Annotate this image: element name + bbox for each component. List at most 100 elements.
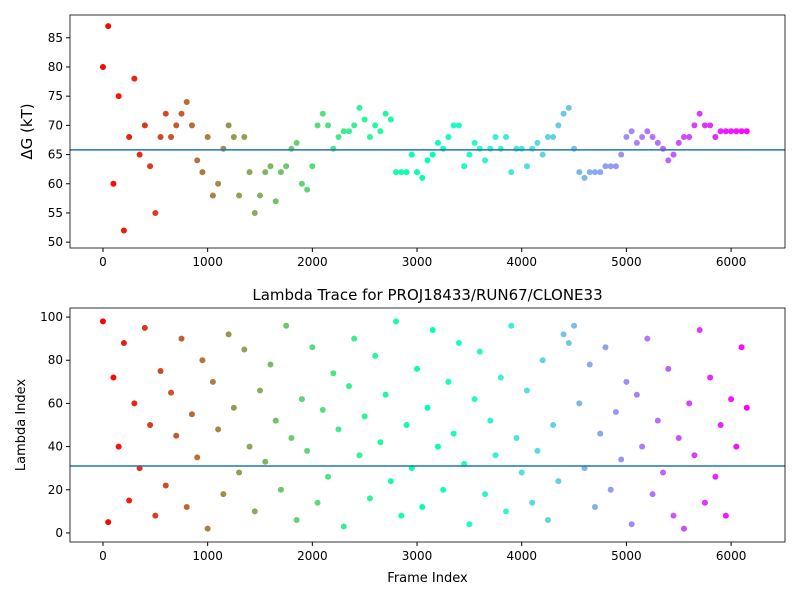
y-tick-label: 60	[48, 396, 63, 410]
axes-frame	[69, 307, 786, 543]
point	[612, 163, 619, 170]
point	[680, 134, 687, 141]
point	[733, 443, 740, 450]
point	[194, 157, 201, 164]
point	[450, 430, 457, 437]
point	[335, 426, 342, 433]
point	[105, 23, 112, 30]
point	[246, 169, 253, 176]
point	[654, 139, 661, 146]
y-tick-label: 100	[40, 310, 63, 324]
point	[602, 344, 609, 351]
point	[607, 163, 614, 170]
point	[267, 163, 274, 170]
point	[178, 110, 185, 117]
point	[267, 361, 274, 368]
point	[220, 491, 227, 498]
point	[110, 374, 117, 381]
point	[586, 169, 593, 176]
point	[455, 122, 462, 129]
point	[560, 110, 567, 117]
point	[194, 454, 201, 461]
point	[257, 387, 264, 394]
x-tick-label: 0	[99, 255, 107, 269]
point	[503, 134, 510, 141]
point	[544, 516, 551, 523]
point	[733, 128, 740, 135]
point	[283, 322, 290, 329]
point	[398, 512, 405, 519]
point	[288, 434, 295, 441]
point	[497, 145, 504, 152]
point	[330, 370, 337, 377]
point	[576, 169, 583, 176]
point	[440, 486, 447, 493]
axes-frame	[69, 14, 786, 249]
point	[523, 387, 530, 394]
point	[325, 473, 332, 480]
point	[126, 134, 133, 141]
x-tick-label: 2000	[297, 549, 328, 563]
point	[387, 116, 394, 123]
point	[471, 396, 478, 403]
point	[523, 163, 530, 170]
point	[366, 495, 373, 502]
point	[215, 426, 222, 433]
point	[288, 145, 295, 152]
x-tick-label: 3000	[402, 255, 433, 269]
point	[508, 169, 515, 176]
point	[99, 318, 106, 325]
point	[738, 128, 745, 135]
point	[618, 456, 625, 463]
x-tick-label: 2000	[297, 255, 328, 269]
point	[277, 169, 284, 176]
point	[241, 346, 248, 353]
point	[325, 122, 332, 129]
point	[722, 128, 729, 135]
point	[623, 378, 630, 385]
point	[162, 110, 169, 117]
point	[612, 409, 619, 416]
point	[183, 504, 190, 511]
point	[147, 422, 154, 428]
x-tick-label: 1000	[192, 549, 223, 563]
point	[628, 128, 635, 135]
point	[351, 335, 358, 342]
point	[382, 391, 389, 398]
point	[660, 145, 667, 152]
y-tick-label: 80	[48, 60, 63, 74]
point	[707, 374, 714, 381]
point	[257, 192, 264, 199]
point	[482, 157, 489, 164]
point	[361, 116, 368, 123]
point	[382, 110, 389, 117]
point	[126, 497, 133, 504]
x-tick-label: 3000	[402, 549, 433, 563]
point	[571, 322, 578, 329]
point	[534, 139, 541, 146]
point	[466, 521, 473, 528]
point	[691, 452, 698, 459]
point	[743, 128, 750, 135]
point	[696, 110, 703, 117]
chart-title: Lambda Trace for PROJ18433/RUN67/CLONE33	[252, 286, 602, 304]
point	[445, 134, 452, 141]
point	[141, 324, 148, 331]
point	[434, 443, 441, 450]
point	[508, 322, 515, 329]
y-tick-label: 60	[48, 177, 63, 191]
point	[115, 443, 122, 450]
point	[262, 458, 269, 465]
point	[115, 93, 122, 100]
point	[565, 104, 572, 111]
point	[434, 139, 441, 146]
point	[408, 151, 415, 158]
point	[539, 357, 546, 364]
point	[204, 525, 211, 532]
point	[314, 499, 321, 506]
point	[225, 122, 232, 129]
point	[513, 434, 520, 441]
point	[639, 134, 646, 141]
point	[450, 122, 457, 129]
x-tick-label: 4000	[506, 255, 537, 269]
